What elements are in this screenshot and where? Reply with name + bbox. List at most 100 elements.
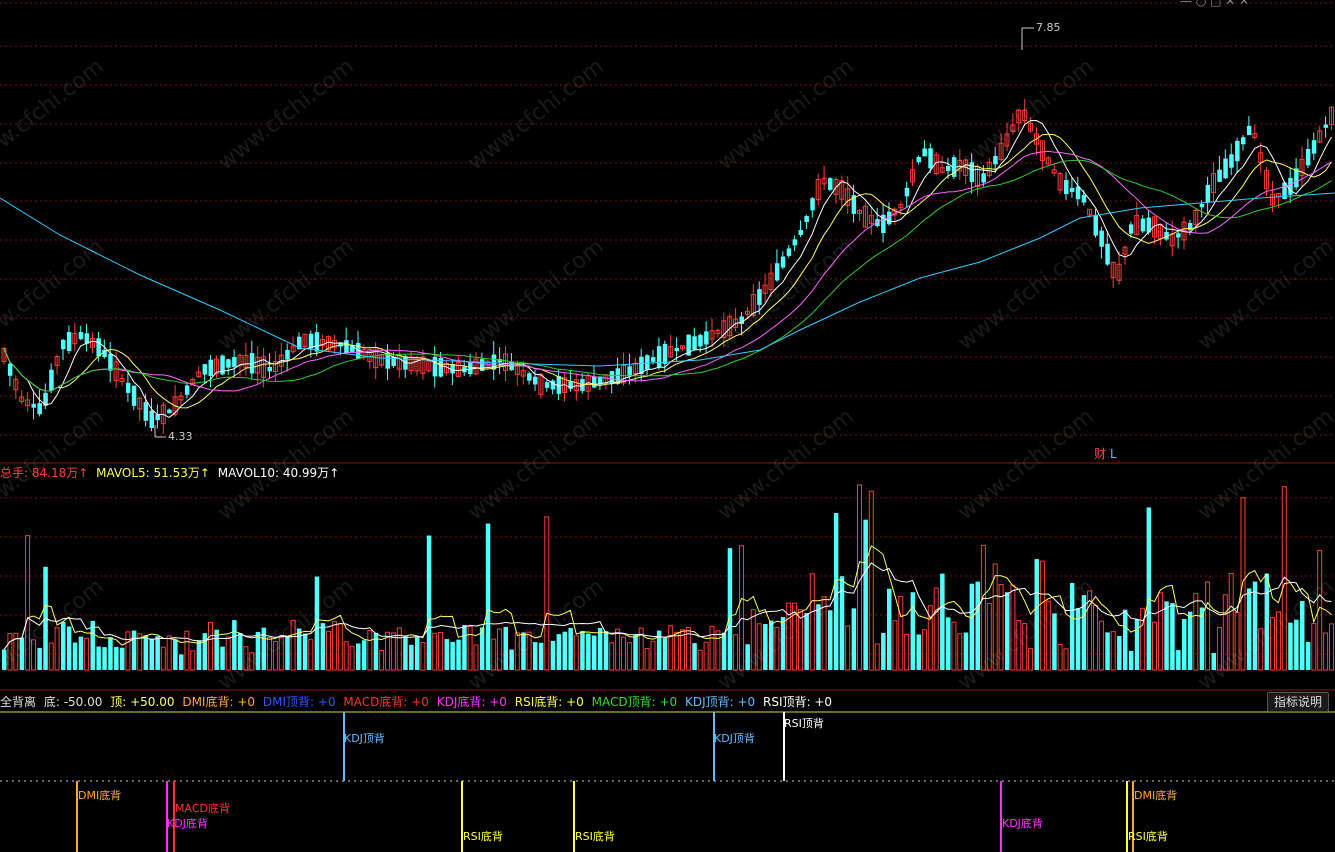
candle-up (727, 316, 733, 337)
volume-bar-down (509, 649, 514, 670)
volume-bar-down (1052, 613, 1057, 670)
volume-bar-down (444, 639, 449, 670)
volume-bar-up (544, 516, 550, 671)
candle-up (857, 209, 862, 214)
candle-up (172, 396, 178, 416)
l-marker[interactable]: L (1110, 447, 1117, 461)
candle-down (686, 334, 691, 356)
candle-up (833, 179, 839, 195)
volume-bar-up (432, 632, 438, 671)
candle-down (951, 157, 957, 177)
candle-up (862, 205, 868, 228)
indicator-help-button[interactable]: 指标说明 (1266, 692, 1329, 712)
volume-bar-down (155, 636, 160, 670)
ma60-line (0, 192, 1335, 367)
candle-up (815, 178, 821, 201)
volume-bar-up (1216, 626, 1222, 671)
volume-bar-down (1252, 581, 1258, 670)
candle-down (674, 347, 680, 352)
candle-down (533, 376, 538, 385)
volume-bar-up (272, 641, 278, 671)
volume-bar-down (1199, 607, 1205, 670)
volume-bar-down (851, 608, 857, 670)
candle-up (25, 399, 31, 407)
watermark: www.cfchi.com (1193, 574, 1335, 695)
volume-bar-down (721, 632, 727, 670)
volume-bar-down (66, 626, 72, 670)
volume-bar-up (31, 639, 36, 671)
candle-down (645, 355, 650, 370)
signal-rsi-bottom-3: RSI底背 (1128, 830, 1168, 843)
volume-bar-down (963, 632, 969, 670)
volume-bar-down (214, 629, 219, 670)
candle-up (72, 332, 78, 345)
volume-bar-up (225, 636, 231, 671)
volume-bar-down (220, 646, 225, 670)
volume-bar-up (626, 642, 632, 671)
volume-bar-up (190, 650, 196, 671)
candle-down (66, 332, 72, 352)
volume-bar-down (1288, 622, 1293, 670)
volume-bar-up (697, 649, 703, 671)
candle-down (1305, 148, 1311, 166)
volume-bar-down (255, 631, 261, 670)
candle-down (1176, 233, 1181, 238)
watermark: www.cfchi.com (713, 404, 858, 525)
candle-down (1229, 154, 1234, 168)
candle-up (1004, 133, 1010, 147)
candle-up (1134, 214, 1140, 236)
volume-bar-up (644, 648, 650, 671)
candle-down (597, 376, 603, 385)
candle-up (196, 371, 202, 378)
candle-up (1110, 261, 1116, 278)
volume-bar-up (957, 633, 963, 671)
volume-bar-up (980, 544, 986, 671)
volume-bar-down (727, 548, 733, 670)
candle-down (1282, 182, 1287, 200)
candle-up (1051, 169, 1057, 174)
volume-bar-down (969, 583, 975, 670)
volume-bar-up (798, 609, 803, 671)
ma5-line (3, 119, 1332, 418)
candle-up (1211, 173, 1216, 194)
volume-bar-down (1164, 601, 1169, 670)
finance-marker[interactable]: 财 (1094, 447, 1107, 461)
watermark: www.cfchi.com (953, 234, 1098, 355)
candle-up (621, 365, 626, 384)
volume-bar-down (314, 576, 320, 670)
volume-bar-down (102, 647, 107, 670)
volume-bar-up (685, 627, 691, 671)
candle-up (750, 294, 756, 316)
candle-down (1099, 230, 1104, 247)
volume-bar-down (1170, 603, 1175, 670)
kdj-top-value: KDJ顶背: +0 (684, 695, 756, 709)
candle-up (998, 142, 1004, 160)
candle-down (208, 359, 213, 377)
volume-bar-down (1294, 619, 1299, 670)
candle-down (1069, 188, 1075, 192)
candle-down (125, 382, 131, 393)
volume-bar-up (160, 646, 166, 671)
volume-bar-down (238, 632, 243, 670)
volume-bar-up (367, 630, 373, 671)
candle-down (220, 355, 225, 375)
candle-down (757, 289, 762, 305)
volume-bar-down (415, 637, 420, 670)
candle-up (1116, 263, 1122, 281)
volume-bar-down (179, 654, 184, 670)
volume-bar-up (1157, 592, 1163, 671)
candle-down (84, 333, 90, 344)
indicator-title[interactable]: 全背离 (0, 695, 37, 709)
candle-up (1022, 109, 1028, 122)
volume-bar-up (349, 645, 355, 671)
candle-up (1010, 124, 1016, 132)
candle-down (1081, 195, 1087, 203)
volume-bar-down (592, 635, 597, 670)
candle-up (1152, 216, 1157, 238)
volume-bar-down (692, 643, 697, 670)
ma20-line (3, 150, 1332, 392)
window-controls[interactable]: — ○ □ ✕ ✕ (1180, 0, 1250, 8)
volume-bar-down (839, 576, 845, 670)
volume-bar-down (96, 646, 101, 670)
